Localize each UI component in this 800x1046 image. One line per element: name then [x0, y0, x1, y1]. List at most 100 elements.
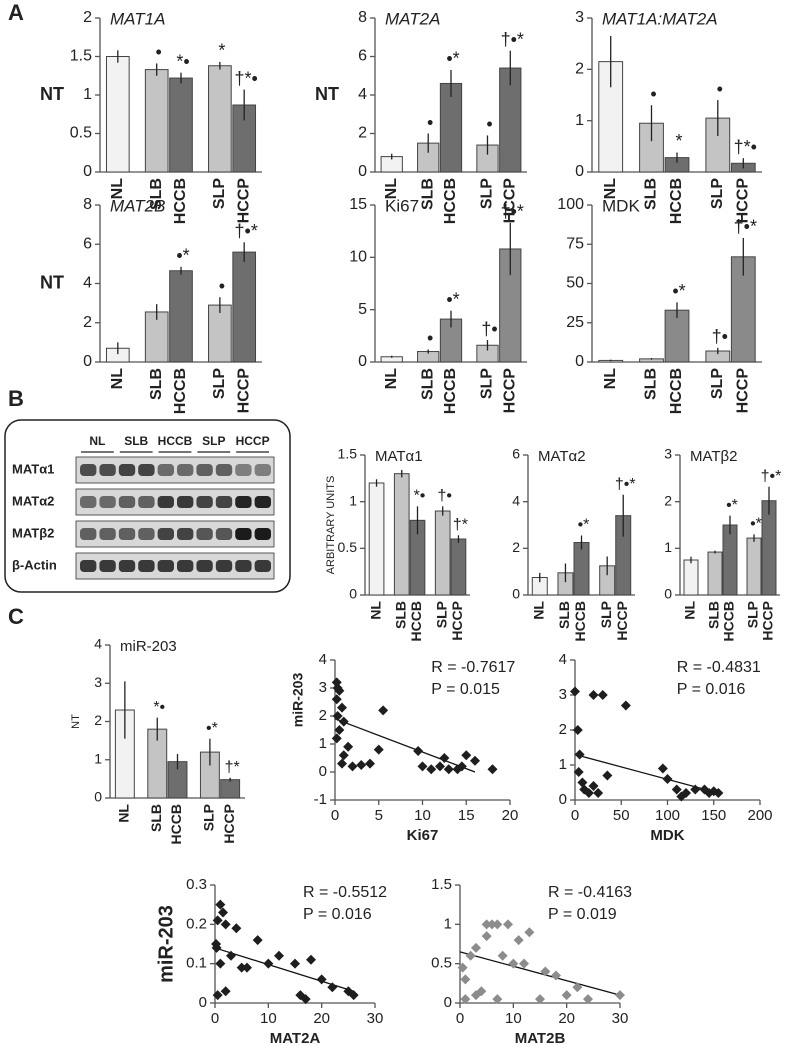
significance-marker: †•*	[734, 217, 757, 237]
x-tick-label: SLB	[148, 368, 165, 400]
y-tick-label: 6	[512, 446, 520, 462]
significance-marker: †•	[481, 319, 497, 339]
significance-marker: •*	[750, 516, 762, 533]
x-tick-label: 0	[571, 807, 579, 824]
point	[620, 700, 631, 711]
y-tick-label: 25	[566, 314, 584, 331]
significance-marker: †•*	[235, 221, 258, 241]
stat-label: P = 0.015	[431, 681, 500, 698]
x-tick-label: SLB	[643, 368, 660, 400]
point	[461, 750, 472, 761]
y-tick-label: 0	[575, 163, 584, 180]
y-tick-label: 0.5	[431, 955, 452, 972]
blot-band	[215, 560, 233, 572]
y-tick-label: 0	[575, 353, 584, 370]
x-tick-label: HCCB	[168, 804, 184, 844]
point	[492, 994, 503, 1005]
y-tick-label: 4	[319, 651, 327, 668]
y-tick-label: 3	[575, 9, 584, 26]
bar	[232, 251, 257, 363]
point	[211, 939, 222, 949]
x-tick-label: NL	[682, 601, 698, 620]
x-tick-label: HCCB	[668, 178, 685, 224]
significance-marker: †•*	[501, 29, 524, 49]
point	[331, 694, 342, 705]
x-tick-label: NL	[367, 601, 383, 620]
lane-label: SLB	[124, 434, 148, 448]
point	[497, 950, 508, 961]
point	[226, 950, 236, 961]
x-tick-label: SLB	[148, 804, 164, 832]
point	[492, 919, 503, 930]
point	[365, 758, 375, 769]
x-tick-label: 20	[313, 1010, 330, 1027]
point	[573, 767, 584, 777]
bar	[761, 500, 777, 596]
x-tick-label: 0	[211, 1010, 219, 1027]
bar	[105, 56, 130, 173]
x-tick-label: HCCB	[172, 178, 189, 224]
point	[373, 744, 384, 755]
blot-band	[138, 464, 155, 476]
blot-band	[138, 528, 155, 540]
point	[551, 970, 561, 981]
lane-label: SLP	[202, 434, 225, 448]
y-tick-label: 2	[512, 539, 520, 555]
y-tick-label: 2	[559, 721, 567, 738]
blot-band	[157, 528, 174, 540]
blot-band	[118, 496, 136, 508]
y-tick-label: 0	[358, 163, 367, 180]
point	[338, 750, 349, 761]
point	[236, 962, 247, 973]
significance-marker: •	[219, 276, 225, 296]
point	[615, 990, 625, 1001]
x-tick-label: 0	[456, 1010, 464, 1027]
bar	[707, 551, 723, 596]
blot-band	[177, 560, 194, 572]
y-tick-label: 0	[94, 789, 102, 805]
y-tick-label: 8	[83, 196, 92, 213]
bar	[746, 537, 762, 596]
bar	[573, 542, 590, 596]
chart-title: MATβ2	[690, 448, 738, 465]
point	[487, 764, 498, 775]
blot-band	[118, 464, 136, 476]
y-tick-label: 4	[512, 492, 520, 508]
bar	[144, 69, 169, 173]
chart-title: MDK	[602, 196, 640, 215]
x-tick-label: SLB	[419, 368, 436, 400]
stat-label: P = 0.016	[303, 906, 372, 923]
y-axis-label: NT	[40, 84, 64, 104]
point	[662, 774, 673, 784]
blot-band	[215, 496, 233, 508]
y-tick-label: 1	[559, 756, 567, 773]
blot-band	[80, 464, 97, 476]
point	[513, 935, 524, 946]
point	[327, 982, 338, 993]
x-tick-label: NL	[602, 178, 619, 200]
x-tick-label: SLB	[643, 178, 660, 210]
lane-label: HCCP	[236, 434, 270, 448]
x-axis-label: Ki67	[407, 827, 439, 844]
y-tick-label: 1.5	[338, 446, 358, 462]
x-tick-label: 20	[558, 1010, 575, 1027]
lane-label: NL	[89, 434, 105, 448]
y-tick-label: 3	[319, 679, 327, 696]
bar	[683, 559, 699, 596]
blot-band	[80, 560, 97, 572]
point	[290, 958, 300, 969]
bar	[434, 510, 451, 596]
blot-band	[235, 496, 252, 508]
y-tick-label: 4	[358, 86, 367, 103]
y-tick-label: 0.5	[70, 125, 92, 142]
y-tick-label: 2	[94, 712, 102, 728]
x-tick-label: NL	[602, 368, 619, 390]
point	[481, 919, 492, 930]
x-tick-label: 20	[502, 807, 519, 824]
y-tick-label: 0	[349, 586, 357, 602]
x-tick-label: SLB	[419, 178, 436, 210]
x-tick-label: SLP	[479, 178, 496, 209]
x-tick-label: 0	[331, 807, 339, 824]
point	[356, 760, 367, 770]
chart-title: Ki67	[385, 196, 419, 215]
